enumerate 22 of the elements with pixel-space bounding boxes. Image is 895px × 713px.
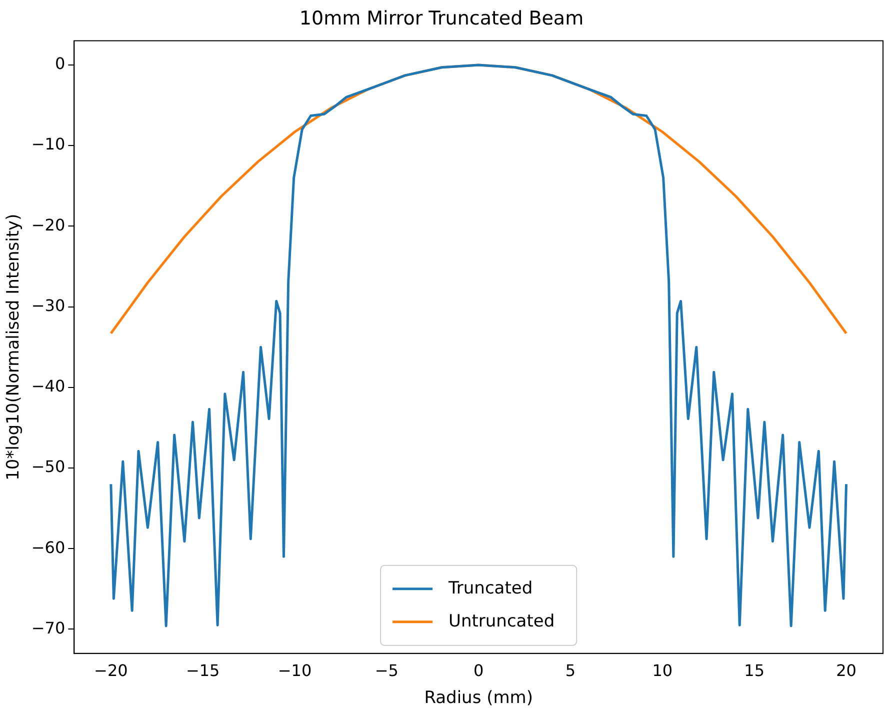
legend-label: Truncated	[448, 578, 533, 598]
x-tick-label: 20	[836, 661, 856, 680]
y-tick-label: −10	[31, 134, 66, 154]
y-axis-title: 10*log10(Normalised Intensity)	[4, 214, 24, 480]
y-tick-label: −70	[31, 618, 66, 638]
x-tick-label: −15	[186, 661, 220, 680]
y-tick-label: −20	[31, 215, 66, 234]
legend-label: Untruncated	[448, 611, 555, 632]
x-tick-label: 15	[744, 661, 764, 680]
x-tick-label: −10	[278, 661, 312, 680]
y-tick-label: −60	[31, 538, 66, 557]
y-tick-label: −50	[31, 457, 66, 476]
x-axis-title: Radius (mm)	[424, 688, 533, 708]
x-tick-label: −20	[94, 661, 128, 680]
chart-title: 10mm Mirror Truncated Beam	[299, 7, 584, 30]
y-tick-label: −30	[31, 296, 66, 315]
x-tick-label: 10	[652, 661, 673, 680]
y-tick-label: 0	[54, 54, 66, 74]
x-tick-label: 0	[473, 661, 484, 680]
y-tick-label: −40	[31, 376, 66, 396]
x-tick-label: 5	[565, 661, 576, 680]
x-tick-label: −5	[374, 661, 398, 680]
